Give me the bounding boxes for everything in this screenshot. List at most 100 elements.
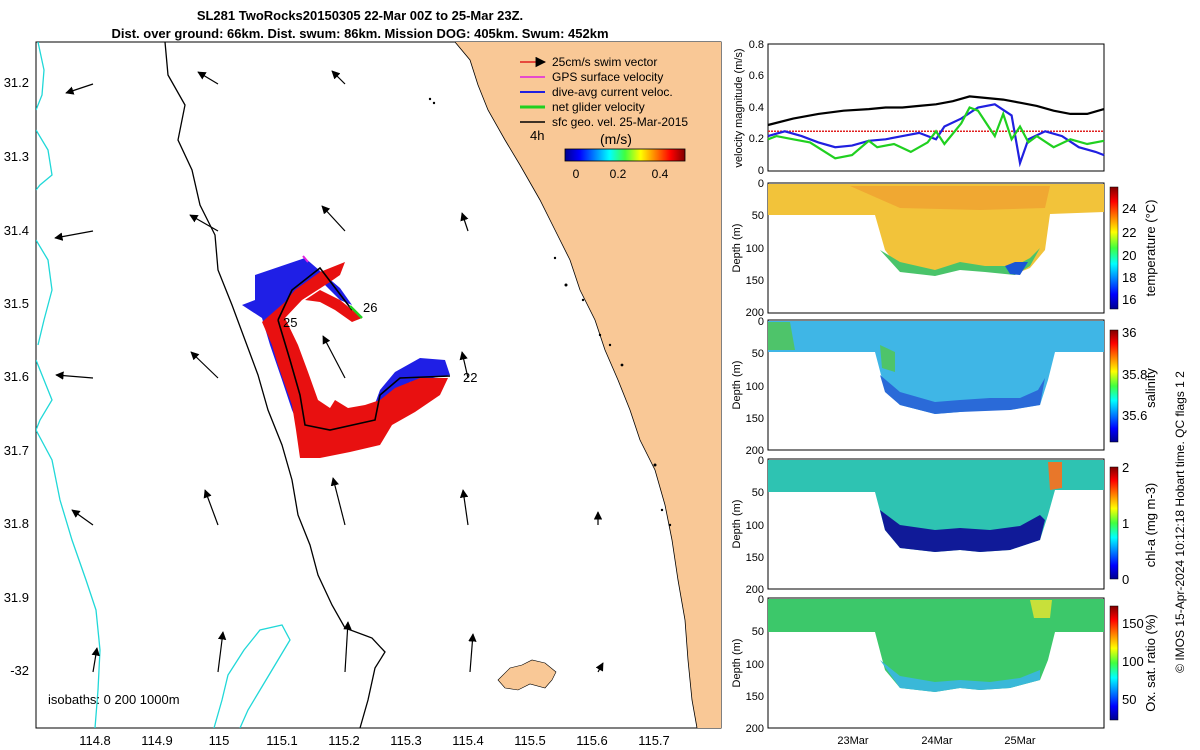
oxy-ytick-50: 50 — [752, 626, 764, 638]
isobath-1000m — [36, 42, 291, 728]
colorbar-tick-0: 0 — [573, 167, 580, 181]
y-tick-31.5: 31.5 — [4, 296, 29, 311]
islands — [428, 97, 672, 527]
sal-heat-low — [880, 375, 1045, 414]
legend-label-net: net glider velocity — [552, 100, 645, 114]
x-tick-114.8: 114.8 — [79, 733, 111, 748]
chla-ytick-100: 100 — [746, 520, 764, 532]
vel-ytick-0: 0 — [758, 165, 764, 177]
rottnest-island — [497, 659, 557, 691]
chla-ytick-150: 150 — [746, 552, 764, 564]
date-tick-23mar: 23Mar — [837, 735, 869, 747]
map-legend: 25cm/s swim vector GPS surface velocity … — [520, 55, 688, 181]
vel-ytick-0.8: 0.8 — [749, 39, 764, 51]
oxy-cb-label: Ox. sat. ratio (%) — [1143, 614, 1158, 712]
chla-colorbar — [1109, 466, 1119, 580]
sal-ytick-200: 200 — [746, 445, 764, 457]
sal-heat — [768, 321, 1104, 414]
isobath-text: isobaths: 0 200 1000m — [48, 692, 180, 707]
oxy-ytick-150: 150 — [746, 691, 764, 703]
oxy-colorbar — [1109, 605, 1119, 721]
temp-colorbar — [1109, 186, 1119, 310]
temp-cb-16: 16 — [1122, 292, 1136, 307]
temp-ytick-150: 150 — [746, 275, 764, 287]
date-tick-24mar: 24Mar — [921, 735, 953, 747]
chla-ytick-200: 200 — [746, 584, 764, 596]
legend-label-swim: 25cm/s swim vector — [552, 55, 657, 69]
temp-ytick-0: 0 — [758, 178, 764, 190]
colorbar-tick-2: 0.4 — [652, 167, 669, 181]
velocity-lines — [767, 95, 1105, 168]
speed-colorbar — [564, 148, 686, 162]
imos-side-label: © IMOS 15-Apr-2024 10:12:18 Hobart time.… — [1173, 371, 1187, 673]
temp-cb-18: 18 — [1122, 270, 1136, 285]
temp-ylabel: Depth (m) — [731, 224, 743, 273]
map-x-ticks: 114.8 114.9 115 115.1 115.2 115.3 115.4 … — [79, 733, 670, 748]
temp-cb-24: 24 — [1122, 201, 1136, 216]
isobath-200m — [164, 42, 386, 728]
map-y-ticks: 31.2 31.3 31.4 31.5 31.6 31.7 31.8 31.9 … — [4, 75, 29, 678]
sal-heat-green — [768, 322, 895, 372]
salinity-panel — [767, 319, 1119, 451]
sal-cb-36: 36 — [1122, 325, 1136, 340]
legend-label-current: dive-avg current veloc. — [552, 85, 673, 99]
colorbar-ticks: 16 18 20 22 24 35.6 35.8 36 0 1 2 50 100… — [1122, 201, 1147, 707]
velocity-series-sfc-geo-vel- — [767, 95, 1105, 127]
legend-label-sfc: sfc geo. vel. 25-Mar-2015 — [552, 115, 688, 129]
chla-ytick-0: 0 — [758, 455, 764, 467]
net-glider-track — [277, 266, 451, 431]
map-panel: 26 25 22 isobaths: 0 200 1000m 25cm/s sw… — [4, 41, 722, 748]
coastline — [454, 42, 698, 728]
oxy-heat — [768, 599, 1104, 692]
legend-label-gps: GPS surface velocity — [552, 70, 663, 84]
vel-ytick-0.6: 0.6 — [749, 70, 764, 82]
sal-cb-35.6: 35.6 — [1122, 408, 1147, 423]
x-tick-115.3: 115.3 — [390, 733, 422, 748]
y-tick-31.4: 31.4 — [4, 223, 29, 238]
temp-ytick-50: 50 — [752, 210, 764, 222]
chla-ylabel: Depth (m) — [731, 500, 743, 549]
vel-ylabel: velocity magnitude (m/s) — [733, 48, 745, 167]
temp-cb-label: temperature (°C) — [1143, 200, 1158, 297]
chla-heat-deep — [880, 510, 1045, 552]
chla-cb-label: chl-a (mg m-3) — [1143, 483, 1158, 568]
oxy-ylabel: Depth (m) — [731, 639, 743, 688]
oxygen-panel — [767, 597, 1119, 729]
surface-velocity-arrows — [54, 70, 604, 673]
land-area — [455, 42, 721, 728]
sal-cb-label: salinity — [1143, 368, 1158, 408]
velocity-y-ticks: 0 0.2 0.4 0.6 0.8 — [749, 39, 764, 177]
colorbar-labels: temperature (°C) salinity chl-a (mg m-3)… — [1143, 200, 1187, 712]
date-x-ticks: 23Mar 24Mar 25Mar — [837, 735, 1036, 747]
x-tick-114.9: 114.9 — [141, 733, 173, 748]
vel-ytick-0.2: 0.2 — [749, 133, 764, 145]
date-tick-25mar: 25Mar — [1004, 735, 1036, 747]
temperature-panel — [767, 182, 1119, 314]
gps-surface-velocity — [302, 255, 309, 263]
x-tick-115.5: 115.5 — [514, 733, 546, 748]
velocity-series-net-glider — [767, 106, 1105, 160]
temp-ytick-100: 100 — [746, 243, 764, 255]
chart-title-line1: SL281 TwoRocks20150305 22-Mar 00Z to 25-… — [196, 8, 524, 23]
x-tick-115.2: 115.2 — [328, 733, 360, 748]
x-tick-115.6: 115.6 — [576, 733, 608, 748]
oxy-heat-cyan — [880, 660, 1040, 692]
oxy-heat-high — [1030, 600, 1052, 618]
temp-heat-warm — [850, 186, 1050, 210]
sal-ytick-100: 100 — [746, 381, 764, 393]
temp-heat-cold — [1005, 262, 1028, 275]
sal-ytick-50: 50 — [752, 348, 764, 360]
oxy-ytick-100: 100 — [746, 659, 764, 671]
colorbar-tick-1: 0.2 — [610, 167, 627, 181]
y-tick-31.3: 31.3 — [4, 149, 29, 164]
x-tick-115.4: 115.4 — [452, 733, 484, 748]
temp-cb-22: 22 — [1122, 225, 1136, 240]
swim-vectors — [262, 262, 448, 458]
heatmap-y-ticks: 0 50 100 150 200 0 50 100 150 200 0 50 1… — [746, 178, 764, 735]
temp-heat-cool — [880, 248, 1040, 276]
x-tick-115.7: 115.7 — [638, 733, 670, 748]
scale-label-4h: 4h — [530, 128, 544, 143]
temp-ytick-200: 200 — [746, 307, 764, 319]
y-tick-31.6: 31.6 — [4, 369, 29, 384]
x-tick-115.1: 115.1 — [266, 733, 298, 748]
